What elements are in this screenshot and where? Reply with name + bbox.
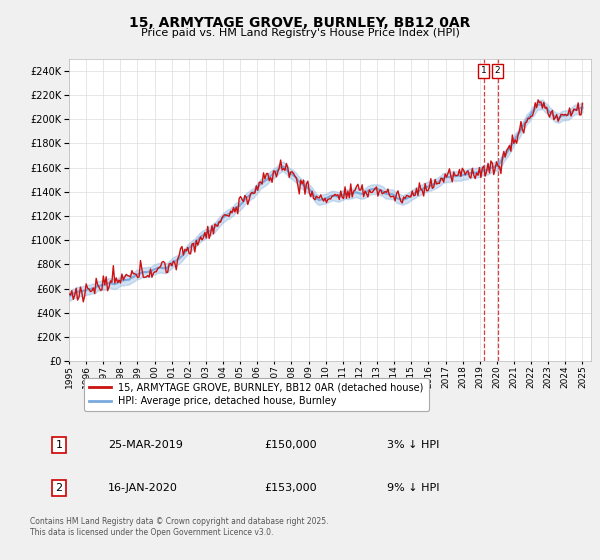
Text: Contains HM Land Registry data © Crown copyright and database right 2025.
This d: Contains HM Land Registry data © Crown c… xyxy=(30,517,329,536)
Text: 15, ARMYTAGE GROVE, BURNLEY, BB12 0AR: 15, ARMYTAGE GROVE, BURNLEY, BB12 0AR xyxy=(130,16,470,30)
Text: £150,000: £150,000 xyxy=(265,440,317,450)
Text: 2: 2 xyxy=(55,483,62,493)
Text: 1: 1 xyxy=(56,440,62,450)
Text: 9% ↓ HPI: 9% ↓ HPI xyxy=(387,483,440,493)
Text: Price paid vs. HM Land Registry's House Price Index (HPI): Price paid vs. HM Land Registry's House … xyxy=(140,28,460,38)
Text: 3% ↓ HPI: 3% ↓ HPI xyxy=(387,440,439,450)
Text: £153,000: £153,000 xyxy=(265,483,317,493)
Text: 2: 2 xyxy=(495,67,500,76)
Text: 1: 1 xyxy=(481,67,487,76)
Legend: 15, ARMYTAGE GROVE, BURNLEY, BB12 0AR (detached house), HPI: Average price, deta: 15, ARMYTAGE GROVE, BURNLEY, BB12 0AR (d… xyxy=(85,378,428,411)
Text: 25-MAR-2019: 25-MAR-2019 xyxy=(108,440,183,450)
Text: 16-JAN-2020: 16-JAN-2020 xyxy=(108,483,178,493)
